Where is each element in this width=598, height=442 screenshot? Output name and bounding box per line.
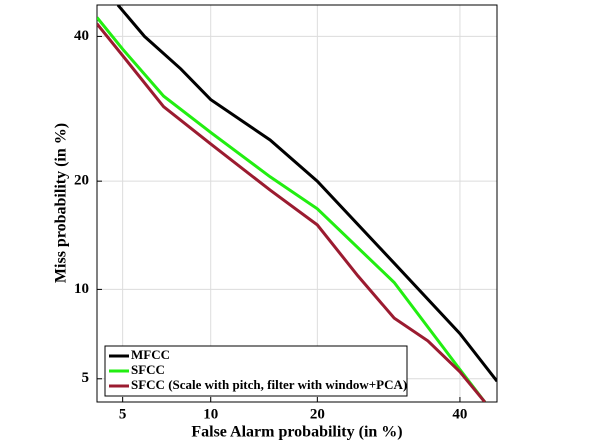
y-axis-label: Miss probability (in %) <box>53 123 70 283</box>
x-tick-label: 40 <box>452 406 467 422</box>
x-tick-label: 5 <box>119 406 127 422</box>
x-axis-label: False Alarm probability (in %) <box>191 424 402 441</box>
legend-label: SFCC <box>131 362 165 377</box>
series-line <box>97 22 486 402</box>
legend-label: MFCC <box>131 347 170 362</box>
x-tick-label: 20 <box>310 406 325 422</box>
y-tick-label: 20 <box>74 173 89 189</box>
x-tick-label: 10 <box>203 406 218 422</box>
y-tick-label: 5 <box>82 370 90 386</box>
legend-label: SFCC (Scale with pitch, filter with wind… <box>131 377 407 392</box>
y-tick-label: 40 <box>74 28 89 44</box>
plot-frame <box>96 4 498 403</box>
y-tick-label: 10 <box>74 281 89 297</box>
series-line <box>97 16 486 402</box>
series-line <box>116 5 497 383</box>
legend-box <box>104 345 408 397</box>
